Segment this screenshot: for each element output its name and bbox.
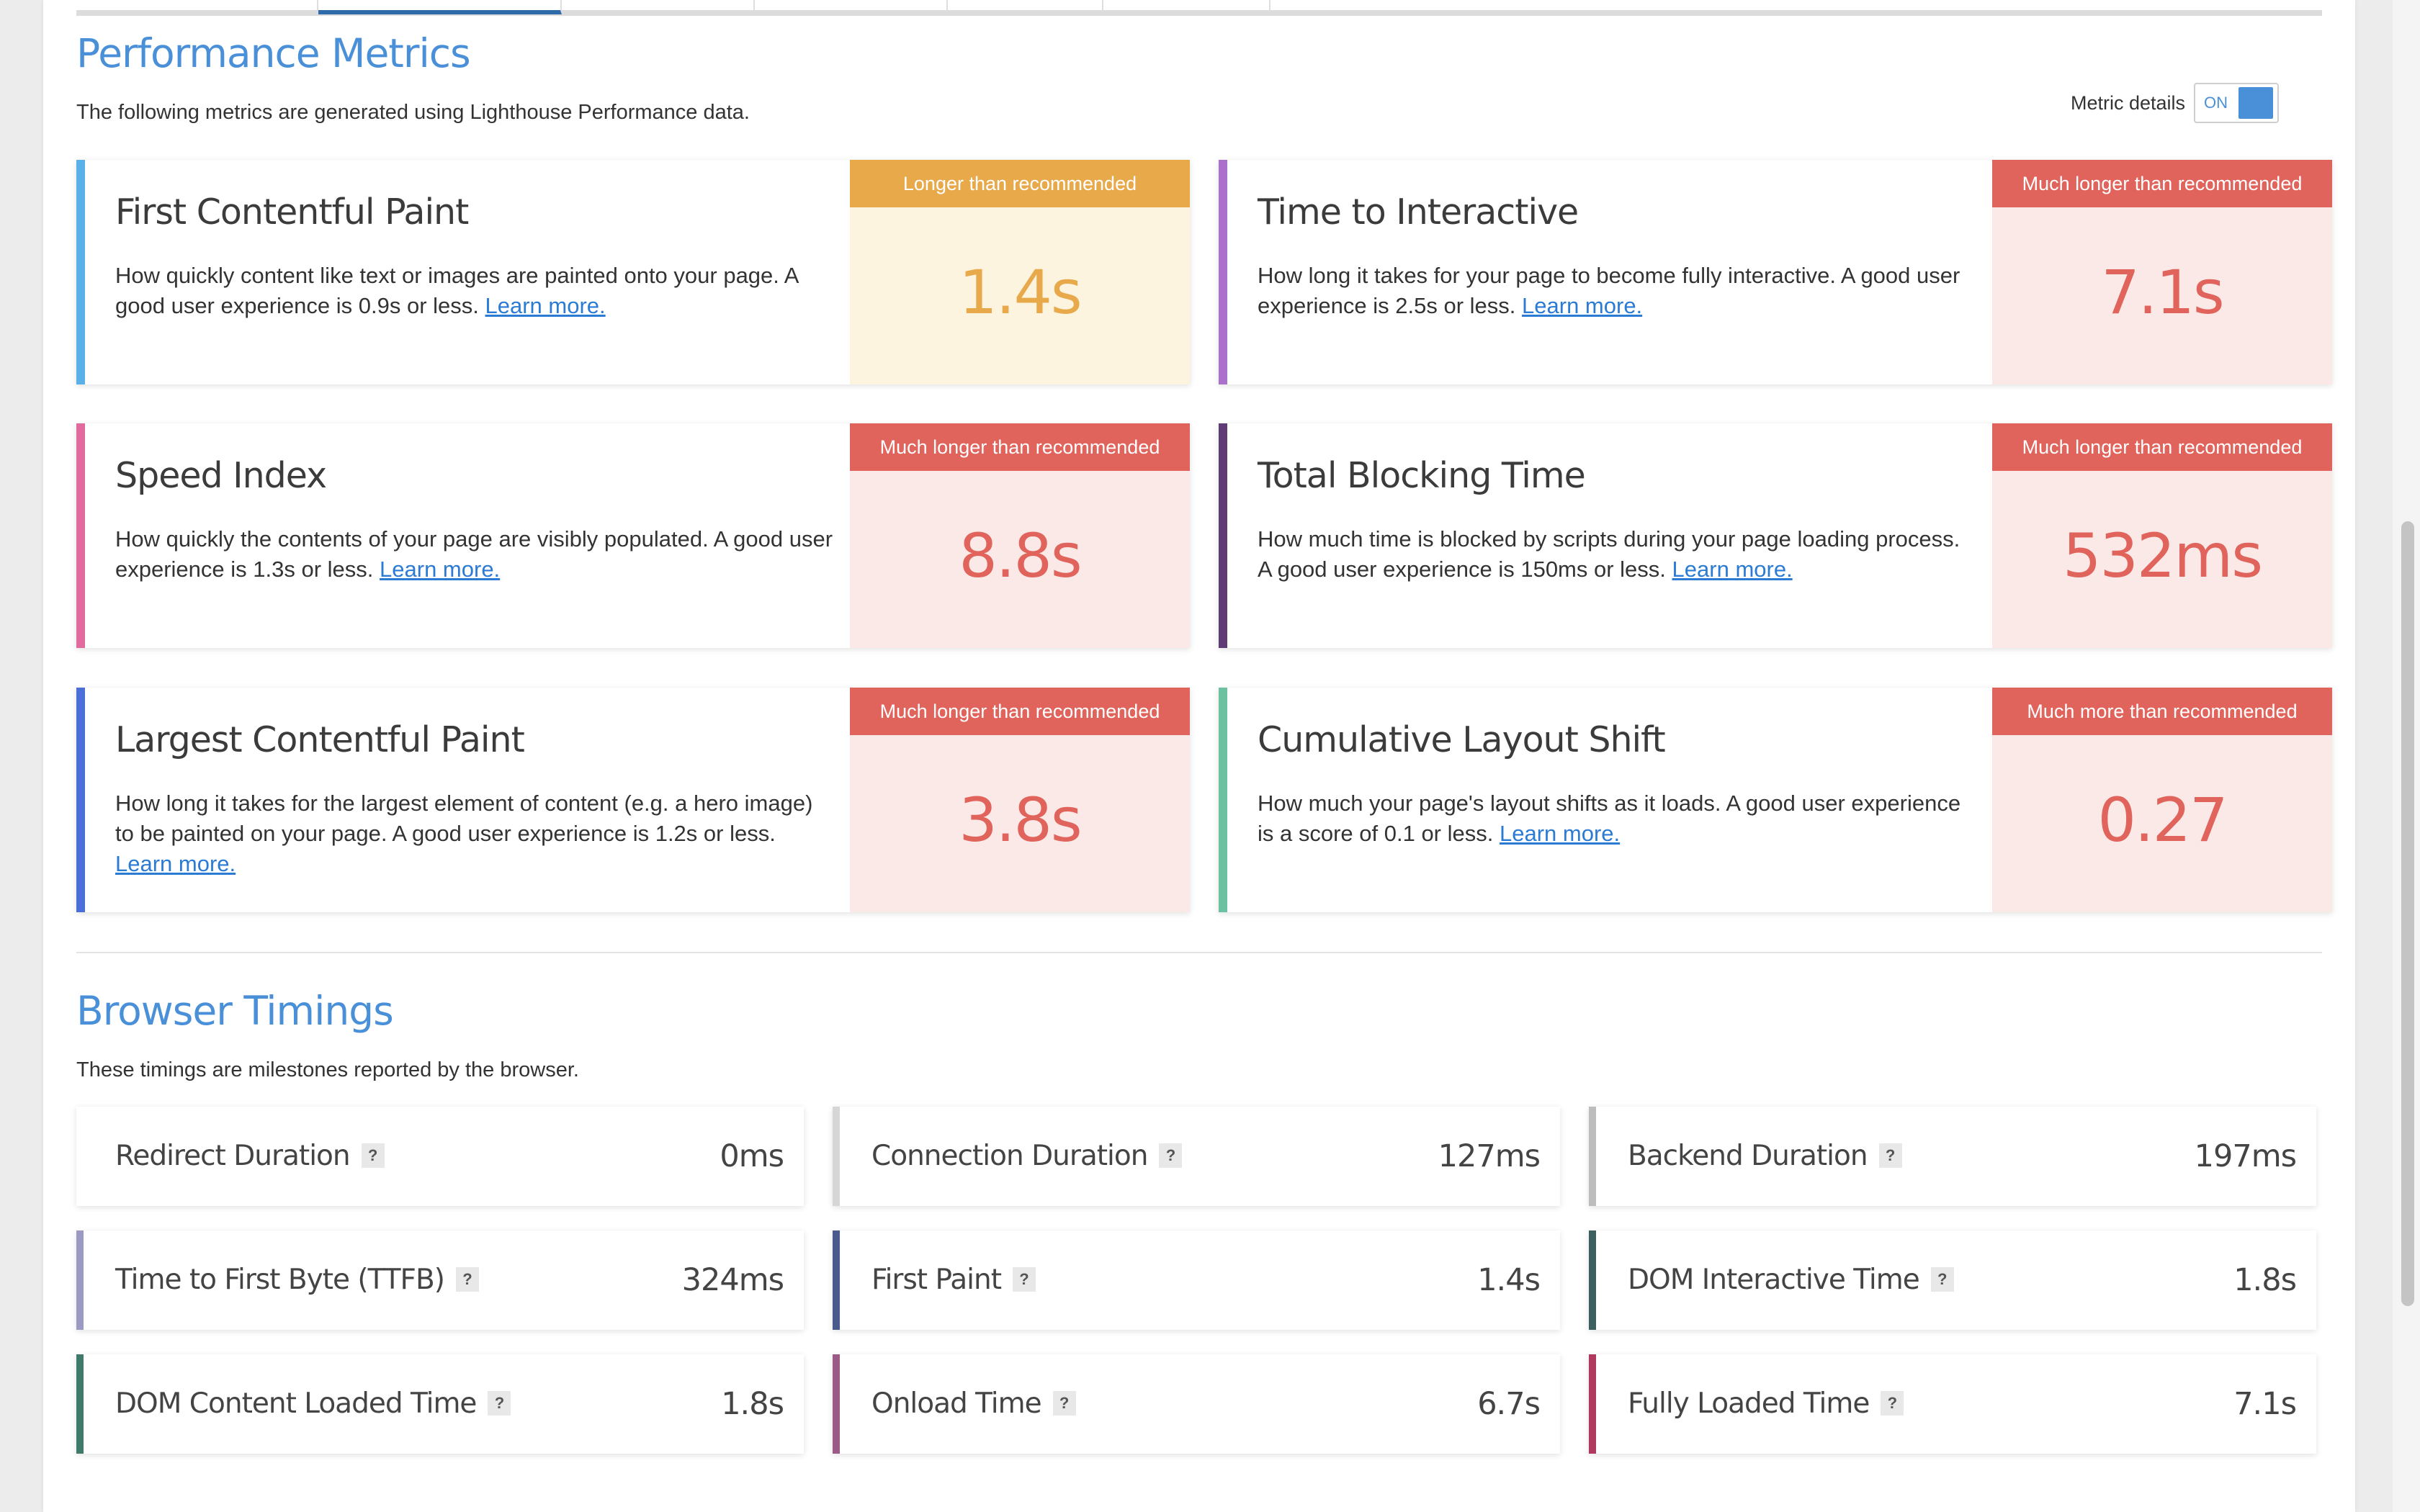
metric-details-toggle[interactable]: ON [2194, 83, 2279, 123]
learn-more-link[interactable]: Learn more. [1500, 821, 1621, 846]
scrollbar-thumb[interactable] [2401, 521, 2414, 1306]
timing-card-onload-time: Onload Time? 6.7s [833, 1354, 1560, 1454]
metric-value: 1.4s [959, 257, 1082, 328]
toggle-knob [2238, 87, 2273, 119]
help-icon[interactable]: ? [1012, 1266, 1036, 1292]
timing-value: 1.8s [721, 1386, 784, 1422]
metric-card-total-blocking-time: Total Blocking Time How much time is blo… [1219, 423, 2332, 648]
timing-value: 7.1s [2233, 1386, 2297, 1422]
toggle-state: ON [2204, 94, 2228, 112]
learn-more-link[interactable]: Learn more. [1522, 293, 1643, 318]
metric-description: How much time is blocked by scripts duri… [1258, 526, 1960, 582]
help-icon[interactable]: ? [455, 1266, 479, 1292]
metric-grade-panel: Much longer than recommended 532ms [1992, 423, 2332, 648]
section-divider [76, 952, 2322, 953]
timing-value: 197ms [2194, 1138, 2297, 1174]
timing-name: DOM Interactive Time? [1628, 1230, 1954, 1330]
metric-title: Speed Index [115, 455, 327, 496]
tab[interactable] [948, 0, 1103, 10]
timing-name: Backend Duration? [1628, 1107, 1902, 1206]
timing-value: 0ms [720, 1138, 784, 1174]
metric-title: Time to Interactive [1258, 192, 1579, 233]
timing-value: 324ms [681, 1262, 784, 1298]
timing-card-connection-duration: Connection Duration? 127ms [833, 1107, 1560, 1206]
status-badge: Much more than recommended [1992, 688, 2332, 735]
tab-strip [76, 0, 2322, 16]
metric-grade-panel: Much longer than recommended 7.1s [1992, 160, 2332, 384]
timing-value: 1.8s [2233, 1262, 2297, 1298]
help-icon[interactable]: ? [488, 1390, 511, 1416]
tab[interactable] [562, 0, 755, 10]
timing-name: Fully Loaded Time? [1628, 1354, 1904, 1454]
timing-card-first-paint: First Paint? 1.4s [833, 1230, 1560, 1330]
metric-grade-panel: Longer than recommended 1.4s [850, 160, 1190, 384]
tab[interactable] [76, 0, 318, 10]
metric-card-cumulative-layout-shift: Cumulative Layout Shift How much your pa… [1219, 688, 2332, 912]
status-badge: Much longer than recommended [1992, 423, 2332, 471]
metric-title: Total Blocking Time [1258, 455, 1586, 496]
timing-name: Connection Duration? [871, 1107, 1183, 1206]
browser-timings-title: Browser Timings [76, 988, 394, 1034]
help-icon[interactable]: ? [1930, 1266, 1954, 1292]
learn-more-link[interactable]: Learn more. [1672, 557, 1793, 582]
status-badge: Much longer than recommended [850, 688, 1190, 735]
metric-title: Largest Contentful Paint [115, 719, 525, 760]
status-badge: Much longer than recommended [850, 423, 1190, 471]
tab[interactable] [1103, 0, 1270, 10]
timing-card-dom-interactive-time: DOM Interactive Time? 1.8s [1589, 1230, 2316, 1330]
status-badge: Much longer than recommended [1992, 160, 2332, 207]
timing-card-ttfb: Time to First Byte (TTFB)? 324ms [76, 1230, 804, 1330]
learn-more-link[interactable]: Learn more. [380, 557, 501, 582]
timing-card-redirect-duration: Redirect Duration? 0ms [76, 1107, 804, 1206]
help-icon[interactable]: ? [1159, 1143, 1183, 1168]
timing-card-backend-duration: Backend Duration? 197ms [1589, 1107, 2316, 1206]
tab[interactable] [755, 0, 948, 10]
help-icon[interactable]: ? [1881, 1390, 1904, 1416]
metric-value: 8.8s [959, 521, 1082, 591]
performance-title: Performance Metrics [76, 30, 471, 76]
report-panel: Performance Metrics The following metric… [43, 0, 2355, 1512]
metric-grade-panel: Much longer than recommended 3.8s [850, 688, 1190, 912]
metric-card-time-to-interactive: Time to Interactive How long it takes fo… [1219, 160, 2332, 384]
metric-value: 0.27 [2097, 785, 2228, 855]
timing-name: DOM Content Loaded Time? [115, 1354, 511, 1454]
metric-description: How quickly content like text or images … [115, 263, 798, 318]
metric-grade-panel: Much longer than recommended 8.8s [850, 423, 1190, 648]
metric-description: How long it takes for the largest elemen… [115, 791, 813, 876]
metric-value: 532ms [2063, 521, 2263, 591]
timing-value: 1.4s [1477, 1262, 1541, 1298]
metric-description: How much your page's layout shifts as it… [1258, 791, 1961, 846]
metric-details-toggle-group: Metric details ON [2071, 81, 2279, 125]
metric-card-first-contentful-paint: First Contentful Paint How quickly conte… [76, 160, 1190, 384]
learn-more-link[interactable]: Learn more. [485, 293, 606, 318]
tab-active[interactable] [318, 0, 562, 14]
status-badge: Longer than recommended [850, 160, 1190, 207]
metric-card-speed-index: Speed Index How quickly the contents of … [76, 423, 1190, 648]
metric-title: First Contentful Paint [115, 192, 469, 233]
help-icon[interactable]: ? [1052, 1390, 1076, 1416]
metric-description: How quickly the contents of your page ar… [115, 526, 833, 582]
metric-title: Cumulative Layout Shift [1258, 719, 1666, 760]
timing-name: Time to First Byte (TTFB)? [115, 1230, 479, 1330]
metric-details-label: Metric details [2070, 91, 2185, 114]
timing-card-fully-loaded-time: Fully Loaded Time? 7.1s [1589, 1354, 2316, 1454]
help-icon[interactable]: ? [1878, 1143, 1902, 1168]
help-icon[interactable]: ? [361, 1143, 385, 1168]
timing-name: Onload Time? [871, 1354, 1076, 1454]
timing-value: 6.7s [1477, 1386, 1541, 1422]
browser-timings-description: These timings are milestones reported by… [76, 1058, 579, 1081]
timing-name: First Paint? [871, 1230, 1036, 1330]
metric-card-largest-contentful-paint: Largest Contentful Paint How long it tak… [76, 688, 1190, 912]
metric-value: 3.8s [959, 785, 1082, 855]
learn-more-link[interactable]: Learn more. [115, 851, 236, 876]
metric-value: 7.1s [2101, 257, 2224, 328]
performance-description: The following metrics are generated usin… [76, 101, 750, 124]
timing-name: Redirect Duration? [115, 1107, 385, 1206]
metric-grade-panel: Much more than recommended 0.27 [1992, 688, 2332, 912]
metric-description: How long it takes for your page to becom… [1258, 263, 1960, 318]
timing-card-dom-content-loaded-time: DOM Content Loaded Time? 1.8s [76, 1354, 804, 1454]
timing-value: 127ms [1438, 1138, 1541, 1174]
